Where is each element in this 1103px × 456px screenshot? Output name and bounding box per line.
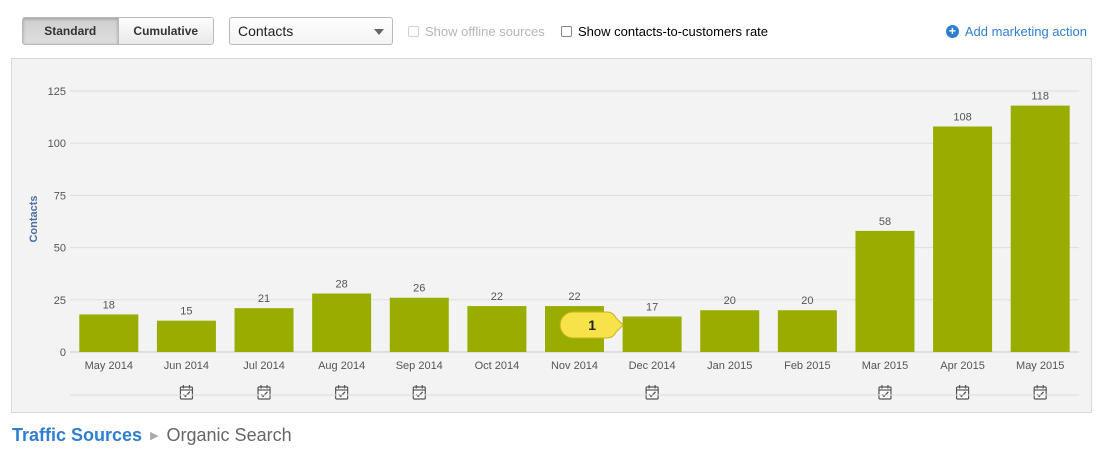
x-tick-label: Oct 2014	[475, 360, 520, 372]
y-tick-label: 125	[48, 86, 66, 98]
data-label: 26	[413, 283, 425, 295]
x-tick-label: Nov 2014	[551, 360, 598, 372]
bar	[312, 293, 372, 352]
marketing-action-markers	[70, 385, 1079, 400]
x-axis: May 2014 Jun 2014 Jul 2014 Aug 2014 Sep 2014…	[85, 360, 1065, 372]
data-label: 20	[801, 295, 813, 307]
calendar-body	[955, 386, 970, 400]
checkbox-icon	[561, 26, 572, 37]
annotation-callout	[559, 311, 624, 339]
metric-select[interactable]: Contacts	[229, 17, 393, 45]
bars: 18 15 21 28 26 22 22 17 20 20 58 108 118	[79, 91, 1070, 352]
bar	[855, 230, 915, 352]
y-tick-label: 25	[54, 295, 66, 307]
bar	[622, 316, 682, 352]
show-offline-sources-checkbox[interactable]: Show offline sources	[408, 24, 545, 39]
calendar-check-icon	[955, 385, 970, 400]
data-label: 18	[103, 299, 115, 311]
calendar-body	[1033, 386, 1047, 400]
bar	[933, 126, 993, 352]
data-label: 58	[879, 216, 891, 228]
x-tick-label: Dec 2014	[629, 360, 676, 372]
bar	[700, 310, 760, 352]
data-label: 22	[491, 291, 503, 303]
metric-select-value: Contacts	[238, 23, 294, 39]
y-tick-label: 50	[54, 243, 66, 255]
data-label: 15	[180, 306, 192, 318]
x-tick-label: Jan 2015	[707, 360, 752, 372]
bar	[234, 308, 294, 352]
y-axis-label: Contacts	[28, 195, 40, 242]
x-tick-label: May 2015	[1016, 360, 1064, 372]
x-tick-label: Jul 2014	[243, 360, 285, 372]
y-tick-label: 0	[60, 347, 66, 359]
bar	[467, 306, 527, 352]
standard-view-button[interactable]: Standard	[23, 18, 118, 44]
chart-toolbar: Standard Cumulative Contacts Show offlin…	[0, 0, 1103, 58]
x-tick-label: May 2014	[85, 360, 133, 372]
show-rate-checkbox[interactable]: Show contacts-to-customers rate	[561, 24, 768, 39]
x-tick-label: Apr 2015	[940, 360, 985, 372]
annotation-label: 1	[588, 317, 596, 333]
calendar-check-icon	[335, 385, 349, 400]
contacts-bar-chart: 0 25 50 75 100 125 Contacts 18 15 21 28 26 22 22 17 2…	[28, 86, 1079, 400]
chevron-down-icon	[374, 29, 384, 35]
show-rate-label: Show contacts-to-customers rate	[578, 24, 769, 39]
checkbox-icon	[408, 26, 419, 37]
breadcrumb-separator-icon: ▶	[150, 430, 159, 442]
calendar-check-icon	[179, 385, 194, 400]
x-tick-label: Sep 2014	[396, 360, 443, 372]
calendar-check-icon	[412, 385, 426, 400]
calendar-check-icon	[878, 385, 892, 400]
x-tick-label: Feb 2015	[784, 360, 830, 372]
show-offline-sources-label: Show offline sources	[425, 24, 545, 39]
calendar-body	[412, 386, 426, 400]
data-label: 17	[646, 302, 658, 314]
calendar-body	[179, 386, 194, 400]
cumulative-view-button[interactable]: Cumulative	[117, 18, 213, 44]
data-label: 20	[724, 295, 736, 307]
chart-panel: 0 25 50 75 100 125 Contacts 18 15 21 28 26 22 22 17 2…	[11, 58, 1092, 413]
x-tick-label: Jun 2014	[164, 360, 209, 372]
breadcrumb: Traffic Sources ▶ Organic Search	[12, 425, 292, 446]
breadcrumb-traffic-sources[interactable]: Traffic Sources	[12, 425, 143, 445]
y-axis: 0 25 50 75 100 125	[48, 86, 66, 359]
x-tick-label: Mar 2015	[862, 360, 908, 372]
data-label: 28	[336, 279, 348, 291]
data-label: 118	[1031, 91, 1049, 103]
x-tick-label: Aug 2014	[318, 360, 365, 372]
data-label: 21	[258, 293, 270, 305]
calendar-check-icon	[645, 385, 659, 400]
bar	[1010, 105, 1070, 352]
breadcrumb-current: Organic Search	[166, 425, 292, 445]
calendar-check-icon	[1033, 385, 1047, 400]
annotation: 1	[559, 311, 624, 339]
calendar-body	[645, 386, 659, 400]
add-marketing-action-link[interactable]: + Add marketing action	[945, 24, 1087, 39]
calendar-body	[878, 386, 892, 400]
calendar-check-icon	[257, 385, 271, 400]
calendar-body	[257, 386, 271, 400]
y-tick-label: 100	[48, 138, 66, 150]
bar	[156, 320, 216, 352]
data-label: 108	[953, 111, 971, 123]
plus-circle-icon: +	[945, 25, 959, 38]
bar	[777, 310, 837, 352]
add-marketing-action-label: Add marketing action	[964, 24, 1087, 39]
bar	[79, 314, 139, 352]
view-toggle: Standard Cumulative	[22, 17, 214, 45]
bar	[389, 297, 449, 352]
data-label: 22	[568, 291, 580, 303]
calendar-body	[335, 386, 349, 400]
y-tick-label: 75	[54, 190, 66, 202]
